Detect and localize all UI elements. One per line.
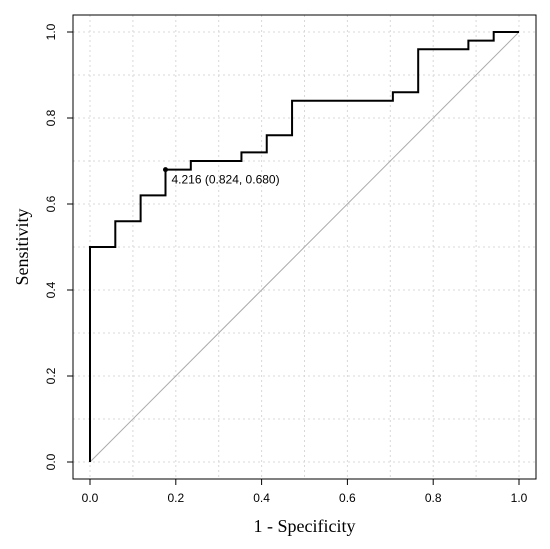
x-tick-label: 0.4 — [253, 491, 270, 505]
y-axis-title: Sensitivity — [12, 208, 32, 285]
grid-lines — [73, 15, 536, 479]
optimal-threshold-point — [163, 167, 169, 173]
y-axis: 0.0 0.2 0.4 0.6 0.8 1.0 — [44, 23, 74, 470]
x-tick-label: 0.2 — [167, 491, 184, 505]
roc-curve — [89, 31, 519, 462]
x-tick-label: 0.0 — [82, 491, 99, 505]
y-tick-label: 0.8 — [44, 109, 58, 126]
y-tick-label: 1.0 — [44, 23, 58, 40]
y-tick-label: 0.2 — [44, 367, 58, 384]
y-tick-label: 0.4 — [44, 281, 58, 298]
x-axis: 0.0 0.2 0.4 0.6 0.8 1.0 — [82, 478, 528, 505]
y-tick-label: 0.0 — [44, 453, 58, 470]
threshold-annotation: 4.216 (0.824, 0.680) — [172, 173, 280, 187]
reference-diagonal — [89, 31, 520, 463]
x-tick-label: 0.8 — [425, 491, 442, 505]
x-tick-label: 0.6 — [339, 491, 356, 505]
x-axis-title: 1 - Specificity — [254, 516, 356, 536]
y-tick-label: 0.6 — [44, 195, 58, 212]
x-tick-label: 1.0 — [511, 491, 528, 505]
